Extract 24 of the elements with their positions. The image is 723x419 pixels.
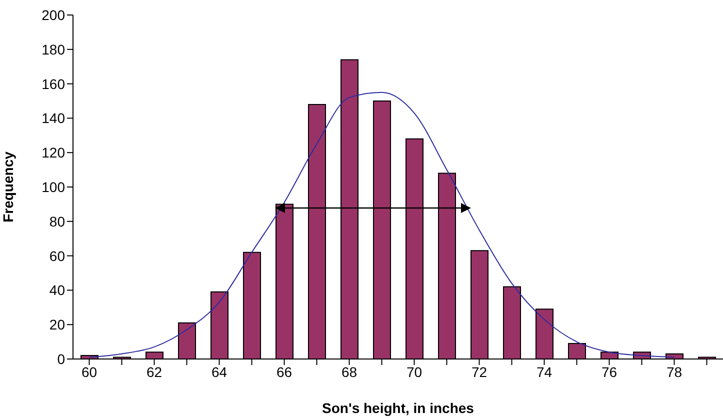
x-axis-title: Son's height, in inches	[322, 400, 474, 416]
x-tick-label: 64	[211, 364, 228, 380]
x-tick-label: 78	[666, 364, 682, 380]
x-tick-label: 60	[81, 364, 98, 380]
y-tick-label: 160	[42, 76, 66, 92]
x-tick-label: 74	[536, 364, 552, 380]
x-tick-label: 66	[276, 364, 292, 380]
y-tick-label: 100	[42, 178, 66, 195]
y-tick-label: 80	[49, 213, 66, 230]
y-tick-label: 200	[42, 6, 66, 23]
y-tick-label: 140	[42, 110, 66, 126]
y-tick-label: 40	[49, 282, 66, 298]
x-tick-label: 62	[146, 364, 162, 380]
y-tick-label: 120	[42, 144, 66, 161]
x-tick-label: 72	[471, 364, 488, 380]
y-tick-label: 20	[49, 316, 66, 333]
line-series	[88, 92, 675, 358]
x-tick-label: 76	[601, 364, 618, 380]
x-tick-label: 68	[341, 364, 358, 380]
x-tick-label: 70	[406, 364, 422, 380]
y-axis-title: Frequency	[0, 151, 16, 222]
y-tick-label: 180	[42, 41, 66, 58]
y-tick-label: 60	[49, 248, 66, 264]
y-tick-label: 0	[57, 350, 66, 367]
